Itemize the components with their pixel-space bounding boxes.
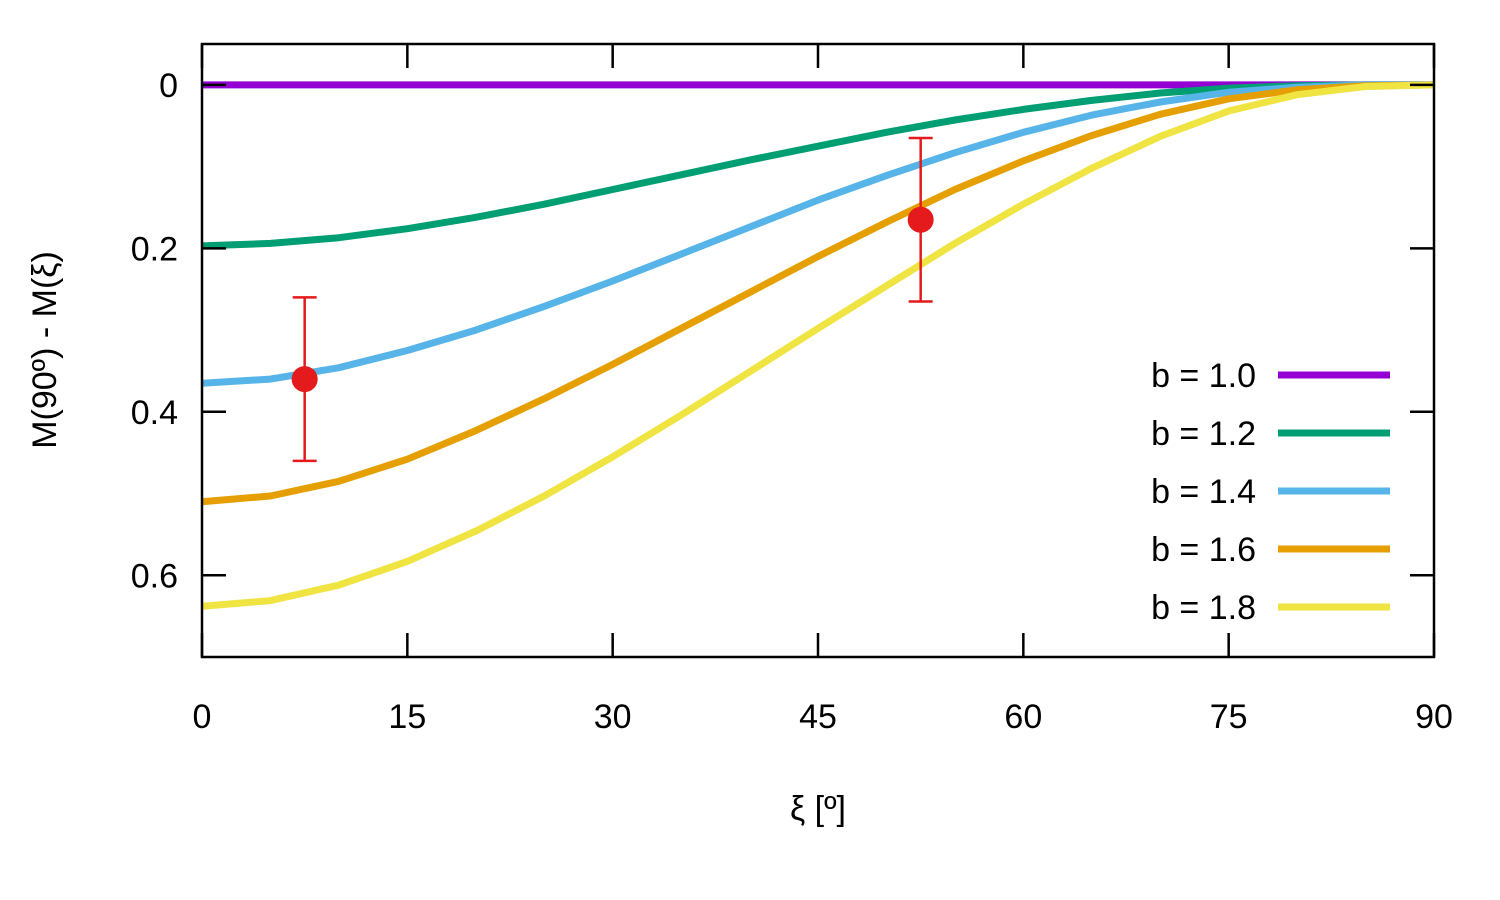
measurement-point-0	[291, 296, 318, 463]
data-marker	[907, 206, 934, 233]
legend-label: b = 1.8	[1151, 589, 1256, 627]
series-line-1	[201, 81, 1434, 250]
measurement-layer	[291, 136, 934, 463]
legend-item-0: b = 1.0	[1151, 357, 1390, 395]
legend-label: b = 1.0	[1151, 357, 1256, 395]
data-marker	[291, 366, 318, 393]
x-tick-label: 60	[1004, 698, 1042, 736]
x-tick-label: 15	[388, 698, 426, 736]
legend-label: b = 1.2	[1151, 415, 1256, 453]
legend: b = 1.0 b = 1.2 b = 1.4 b = 1.6 b = 1.8	[1151, 357, 1390, 627]
y-tick-label: 0.6	[131, 557, 178, 595]
y-tick-label: 0.2	[131, 230, 178, 268]
legend-item-4: b = 1.8	[1151, 589, 1390, 627]
y-tick-label: 0.4	[131, 394, 178, 432]
legend-item-2: b = 1.4	[1151, 473, 1390, 511]
x-tick-label: 75	[1210, 698, 1248, 736]
x-tick-label: 30	[594, 698, 632, 736]
series-line-3	[201, 81, 1435, 506]
x-axis-label: ξ [º]	[790, 790, 846, 828]
legend-item-3: b = 1.6	[1151, 531, 1390, 569]
legend-item-1: b = 1.2	[1151, 415, 1390, 453]
measurement-point-1	[907, 136, 934, 303]
legend-label: b = 1.6	[1151, 531, 1256, 569]
y-axis-label: M(90º) - M(ξ)	[26, 251, 64, 449]
x-tick-label: 90	[1415, 698, 1453, 736]
series-line-4	[201, 81, 1435, 610]
series-layer	[201, 81, 1435, 610]
x-tick-label: 45	[799, 698, 837, 736]
y-tick-label: 0	[159, 67, 178, 105]
ticks-layer: 0 15 30 45 60 75 90 0 0.2 0.4 0.6	[131, 44, 1453, 736]
legend-label: b = 1.4	[1151, 473, 1256, 511]
x-tick-label: 0	[193, 698, 212, 736]
series-line-2	[201, 81, 1434, 387]
